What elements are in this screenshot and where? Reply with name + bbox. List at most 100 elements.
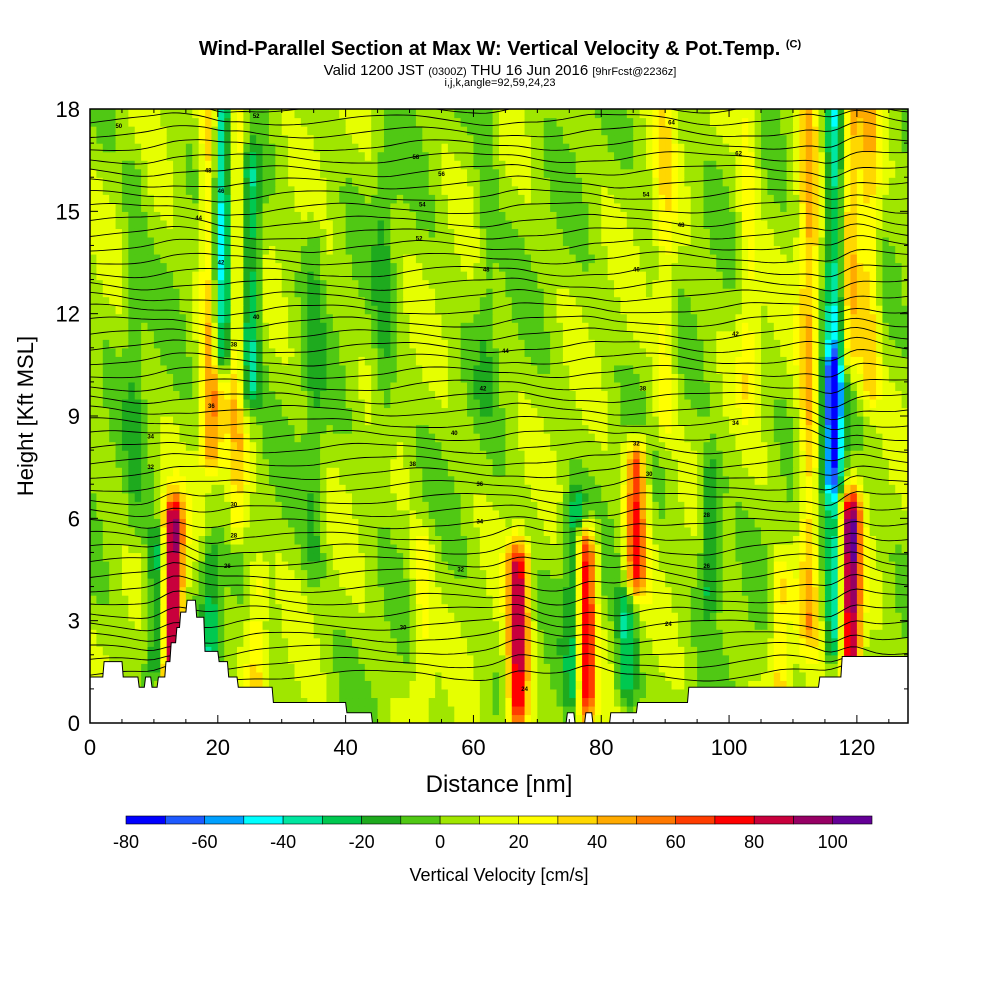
velocity-cell <box>780 467 788 477</box>
velocity-cell <box>396 407 404 417</box>
velocity-cell <box>192 569 200 579</box>
velocity-cell <box>486 586 494 596</box>
velocity-cell <box>633 654 641 664</box>
velocity-cell <box>626 441 634 451</box>
velocity-cell <box>901 637 908 647</box>
velocity-cell <box>377 654 385 664</box>
velocity-cell <box>856 416 864 426</box>
velocity-cell <box>761 578 769 588</box>
velocity-cell <box>780 509 788 519</box>
velocity-cell <box>307 629 315 639</box>
velocity-cell <box>895 552 903 562</box>
velocity-cell <box>409 424 417 434</box>
velocity-cell <box>863 620 871 630</box>
velocity-cell <box>511 475 519 485</box>
velocity-cell <box>294 560 302 571</box>
velocity-cell <box>102 595 110 605</box>
velocity-cell <box>882 552 890 562</box>
velocity-cell <box>473 620 481 630</box>
velocity-cell <box>262 586 270 596</box>
velocity-cell <box>511 484 519 494</box>
velocity-cell <box>486 543 494 554</box>
velocity-cell <box>792 475 800 485</box>
velocity-cell <box>575 697 583 707</box>
velocity-cell <box>179 526 187 536</box>
velocity-cell <box>537 671 545 681</box>
velocity-cell <box>741 646 749 656</box>
velocity-cell <box>390 450 398 460</box>
velocity-cell <box>313 646 321 656</box>
velocity-cell <box>128 450 136 460</box>
velocity-cell <box>102 492 110 502</box>
velocity-cell <box>249 620 257 630</box>
velocity-cell <box>569 688 577 699</box>
velocity-cell <box>735 654 743 664</box>
velocity-cell <box>109 569 117 579</box>
velocity-cell <box>192 467 200 477</box>
velocity-cell <box>850 458 858 468</box>
velocity-cell <box>192 543 200 554</box>
velocity-cell <box>703 501 711 511</box>
velocity-cell <box>888 416 896 426</box>
velocity-cell <box>863 475 871 485</box>
velocity-cell <box>773 526 781 536</box>
velocity-cell <box>856 646 864 656</box>
velocity-cell <box>505 390 513 400</box>
velocity-cell <box>492 663 500 673</box>
velocity-cell <box>524 620 532 630</box>
velocity-cell <box>313 484 321 494</box>
velocity-cell <box>173 475 181 485</box>
velocity-cell <box>754 398 762 409</box>
velocity-cell <box>524 586 532 596</box>
velocity-cell <box>243 595 251 605</box>
velocity-cell <box>230 637 238 647</box>
velocity-cell <box>684 509 692 519</box>
velocity-cell <box>633 595 641 605</box>
velocity-cell <box>479 663 487 673</box>
velocity-cell <box>562 560 570 571</box>
velocity-cell <box>556 501 564 511</box>
velocity-cell <box>562 578 570 588</box>
velocity-cell <box>396 586 404 596</box>
velocity-cell <box>773 654 781 664</box>
velocity-cell <box>856 390 864 400</box>
velocity-cell <box>844 458 852 468</box>
velocity-cell <box>697 518 705 528</box>
velocity-cell <box>236 578 244 588</box>
velocity-cell <box>473 612 481 622</box>
velocity-cell <box>447 603 455 613</box>
velocity-cell <box>582 680 590 690</box>
velocity-cell <box>863 433 871 443</box>
velocity-cell <box>607 603 615 613</box>
velocity-cell <box>415 441 423 451</box>
copyright-mark: (C) <box>785 38 802 51</box>
velocity-cell <box>671 612 679 622</box>
velocity-cell <box>377 595 385 605</box>
velocity-cell <box>594 671 602 681</box>
velocity-cell <box>441 671 449 681</box>
velocity-cell <box>805 612 813 622</box>
velocity-cell <box>173 518 181 528</box>
velocity-cell <box>364 518 372 528</box>
velocity-cell <box>703 663 711 673</box>
velocity-cell <box>441 475 449 485</box>
velocity-cell <box>652 450 660 460</box>
velocity-cell <box>403 475 411 485</box>
velocity-cell <box>677 671 685 681</box>
velocity-cell <box>205 467 213 477</box>
velocity-cell <box>850 629 858 639</box>
velocity-cell <box>620 475 628 485</box>
velocity-cell <box>307 458 315 468</box>
velocity-cell <box>761 458 769 468</box>
velocity-cell <box>837 543 845 554</box>
velocity-cell <box>479 654 487 664</box>
velocity-cell <box>869 535 877 545</box>
velocity-cell <box>205 484 213 494</box>
velocity-cell <box>332 390 340 400</box>
velocity-cell <box>594 620 602 630</box>
velocity-cell <box>601 629 609 639</box>
velocity-cell <box>524 578 532 588</box>
velocity-cell <box>486 680 494 690</box>
velocity-cell <box>754 578 762 588</box>
velocity-cell <box>856 560 864 571</box>
